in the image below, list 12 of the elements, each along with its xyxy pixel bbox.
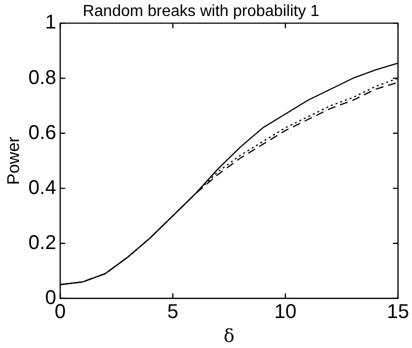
x-tick-label: 10	[274, 300, 297, 323]
y-tick-label: 1	[45, 12, 56, 34]
y-tick-label: 0.6	[28, 122, 56, 144]
x-tick-label: 5	[167, 300, 178, 323]
y-tick-label: 0	[45, 286, 56, 309]
chart-title: Random breaks with probability 1	[82, 3, 320, 20]
x-tick-label: 15	[386, 300, 410, 323]
y-axis-title: Power	[4, 136, 23, 185]
x-axis-title: δ	[224, 326, 235, 347]
y-tick-label: 0.8	[28, 66, 56, 89]
y-tick-label: 0.2	[28, 232, 56, 254]
y-tick-label: 0.4	[28, 176, 56, 199]
